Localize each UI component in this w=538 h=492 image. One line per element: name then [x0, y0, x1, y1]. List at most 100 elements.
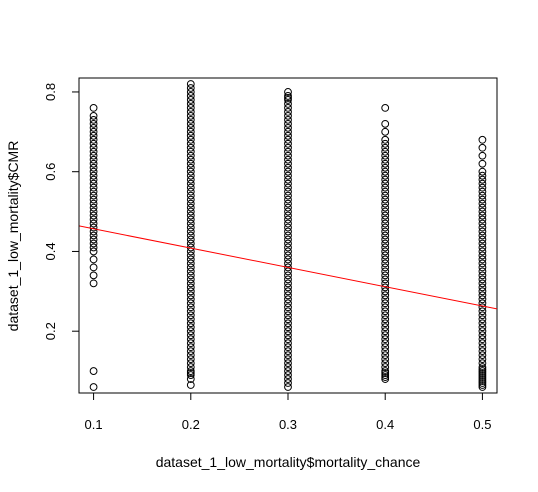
data-point	[284, 251, 292, 260]
data-point	[478, 183, 487, 192]
data-point	[89, 271, 98, 280]
data-point	[89, 143, 98, 152]
data-point	[186, 207, 195, 216]
data-point	[284, 211, 292, 220]
data-point	[186, 299, 195, 308]
data-point	[381, 127, 390, 136]
data-point	[478, 227, 487, 236]
data-point	[186, 295, 195, 304]
data-point	[186, 159, 195, 168]
data-point	[478, 271, 487, 280]
data-point	[478, 235, 487, 244]
data-point	[478, 383, 487, 391]
regression-line	[79, 225, 497, 310]
data-point	[381, 187, 390, 196]
data-point	[478, 171, 487, 180]
data-point	[478, 239, 487, 248]
data-point	[284, 359, 292, 367]
data-point	[284, 375, 292, 383]
data-point	[381, 307, 390, 316]
data-point	[381, 339, 390, 348]
data-point	[89, 383, 98, 391]
data-point	[478, 175, 487, 184]
data-point	[381, 375, 390, 383]
data-point	[186, 163, 195, 172]
data-point	[478, 347, 487, 356]
data-point	[186, 371, 195, 379]
data-point	[284, 291, 292, 300]
data-point	[381, 319, 390, 328]
data-point	[89, 139, 98, 148]
data-point	[89, 163, 98, 172]
data-point	[284, 351, 292, 360]
data-point	[186, 115, 195, 124]
data-point	[284, 379, 292, 387]
data-point	[284, 319, 292, 328]
data-point	[89, 243, 98, 252]
data-point	[186, 147, 195, 156]
data-point	[284, 247, 292, 256]
data-point	[284, 111, 292, 120]
data-point	[284, 163, 292, 172]
data-point	[478, 365, 487, 373]
data-point	[381, 247, 390, 256]
data-point	[186, 104, 195, 112]
data-point	[381, 275, 390, 284]
y-tick-label: 0.4	[43, 242, 58, 260]
data-point	[381, 139, 390, 148]
data-point	[478, 187, 487, 196]
data-point	[186, 223, 195, 232]
data-point	[381, 335, 390, 344]
data-point	[186, 307, 195, 316]
data-point	[186, 151, 195, 160]
data-point	[478, 307, 487, 316]
data-point	[186, 143, 195, 152]
data-point	[381, 271, 390, 280]
data-point	[284, 311, 292, 320]
data-point	[284, 259, 292, 268]
data-point	[381, 311, 390, 320]
data-point	[186, 84, 195, 92]
data-point	[89, 104, 98, 112]
data-point	[284, 195, 292, 204]
data-point	[186, 195, 195, 204]
data-point	[381, 239, 390, 248]
data-point	[478, 203, 487, 212]
data-point	[186, 107, 195, 116]
data-point	[284, 231, 292, 240]
data-point	[478, 295, 487, 304]
data-point	[478, 303, 487, 312]
data-point	[186, 203, 195, 212]
data-point	[381, 199, 390, 208]
data-point	[478, 351, 487, 360]
data-point	[186, 315, 195, 324]
data-point	[186, 283, 195, 292]
data-point	[478, 211, 487, 220]
data-point	[381, 231, 390, 240]
data-point	[478, 143, 487, 152]
data-point	[478, 247, 487, 256]
data-point	[381, 359, 390, 367]
data-point	[186, 263, 195, 272]
data-point	[186, 255, 195, 264]
data-point	[381, 175, 390, 184]
data-point	[381, 347, 390, 356]
data-point	[186, 279, 195, 288]
data-point	[478, 243, 487, 252]
data-point	[478, 207, 487, 216]
data-point	[284, 235, 292, 244]
data-point	[478, 327, 487, 336]
data-point	[284, 263, 292, 272]
data-point	[284, 155, 292, 164]
data-point	[89, 119, 98, 128]
data-point	[478, 287, 487, 296]
data-point	[284, 183, 292, 192]
data-point	[284, 107, 292, 116]
data-point	[381, 327, 390, 336]
data-point	[478, 375, 487, 383]
data-point	[284, 347, 292, 356]
data-point	[186, 167, 195, 176]
data-point	[186, 235, 195, 244]
data-point	[478, 371, 487, 379]
data-point	[478, 223, 487, 232]
